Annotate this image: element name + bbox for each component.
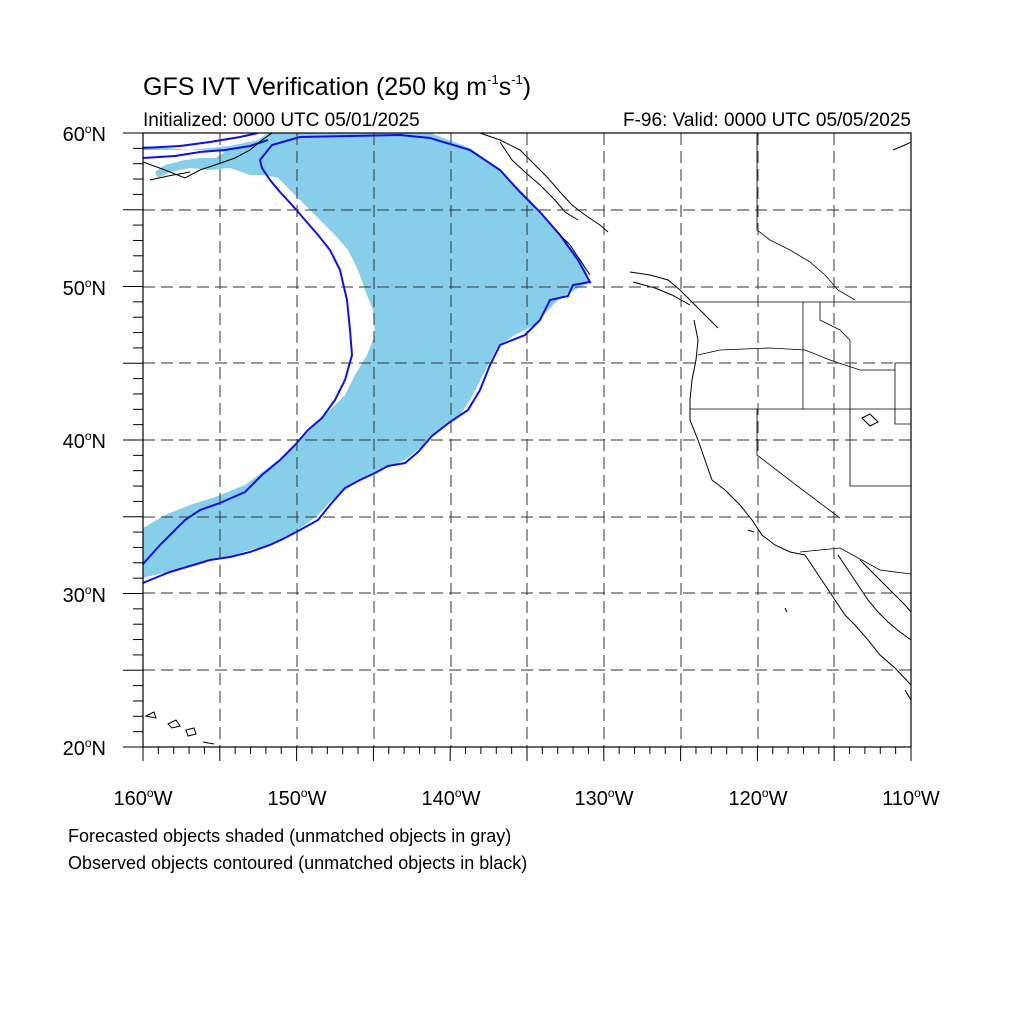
lon-label-140: 140oW — [421, 786, 481, 810]
valid-time: F-96: Valid: 0000 UTC 05/05/2025 — [623, 110, 911, 131]
observed-ivt-contour-north — [143, 133, 269, 159]
lon-label-160: 160oW — [113, 786, 173, 810]
axis-ticks — [123, 132, 912, 761]
coastlines — [143, 133, 911, 745]
observed-note: Observed objects contoured (unmatched ob… — [68, 853, 528, 873]
political-boundaries — [690, 133, 911, 575]
initialized-time: Initialized: 0000 UTC 05/01/2025 — [143, 110, 420, 131]
forecast-ivt-object — [143, 133, 590, 578]
lat-label-40: 40oN — [62, 429, 106, 453]
lon-label-150: 150oW — [267, 786, 327, 810]
forecast-note: Forecasted objects shaded (unmatched obj… — [68, 826, 512, 846]
lon-label-120: 120oW — [728, 786, 788, 810]
map-title: GFS IVT Verification (250 kg m-1s-1) — [143, 72, 532, 101]
lon-label-130: 130oW — [574, 786, 634, 810]
observed-ivt-contour — [143, 133, 592, 584]
lat-lon-grid — [143, 133, 911, 747]
lat-label-50: 50oN — [62, 276, 106, 300]
lon-label-110: 110oW — [882, 786, 940, 810]
lat-label-60: 60oN — [62, 122, 106, 146]
lat-label-20: 20oN — [62, 736, 106, 760]
lat-label-30: 30oN — [62, 583, 106, 607]
